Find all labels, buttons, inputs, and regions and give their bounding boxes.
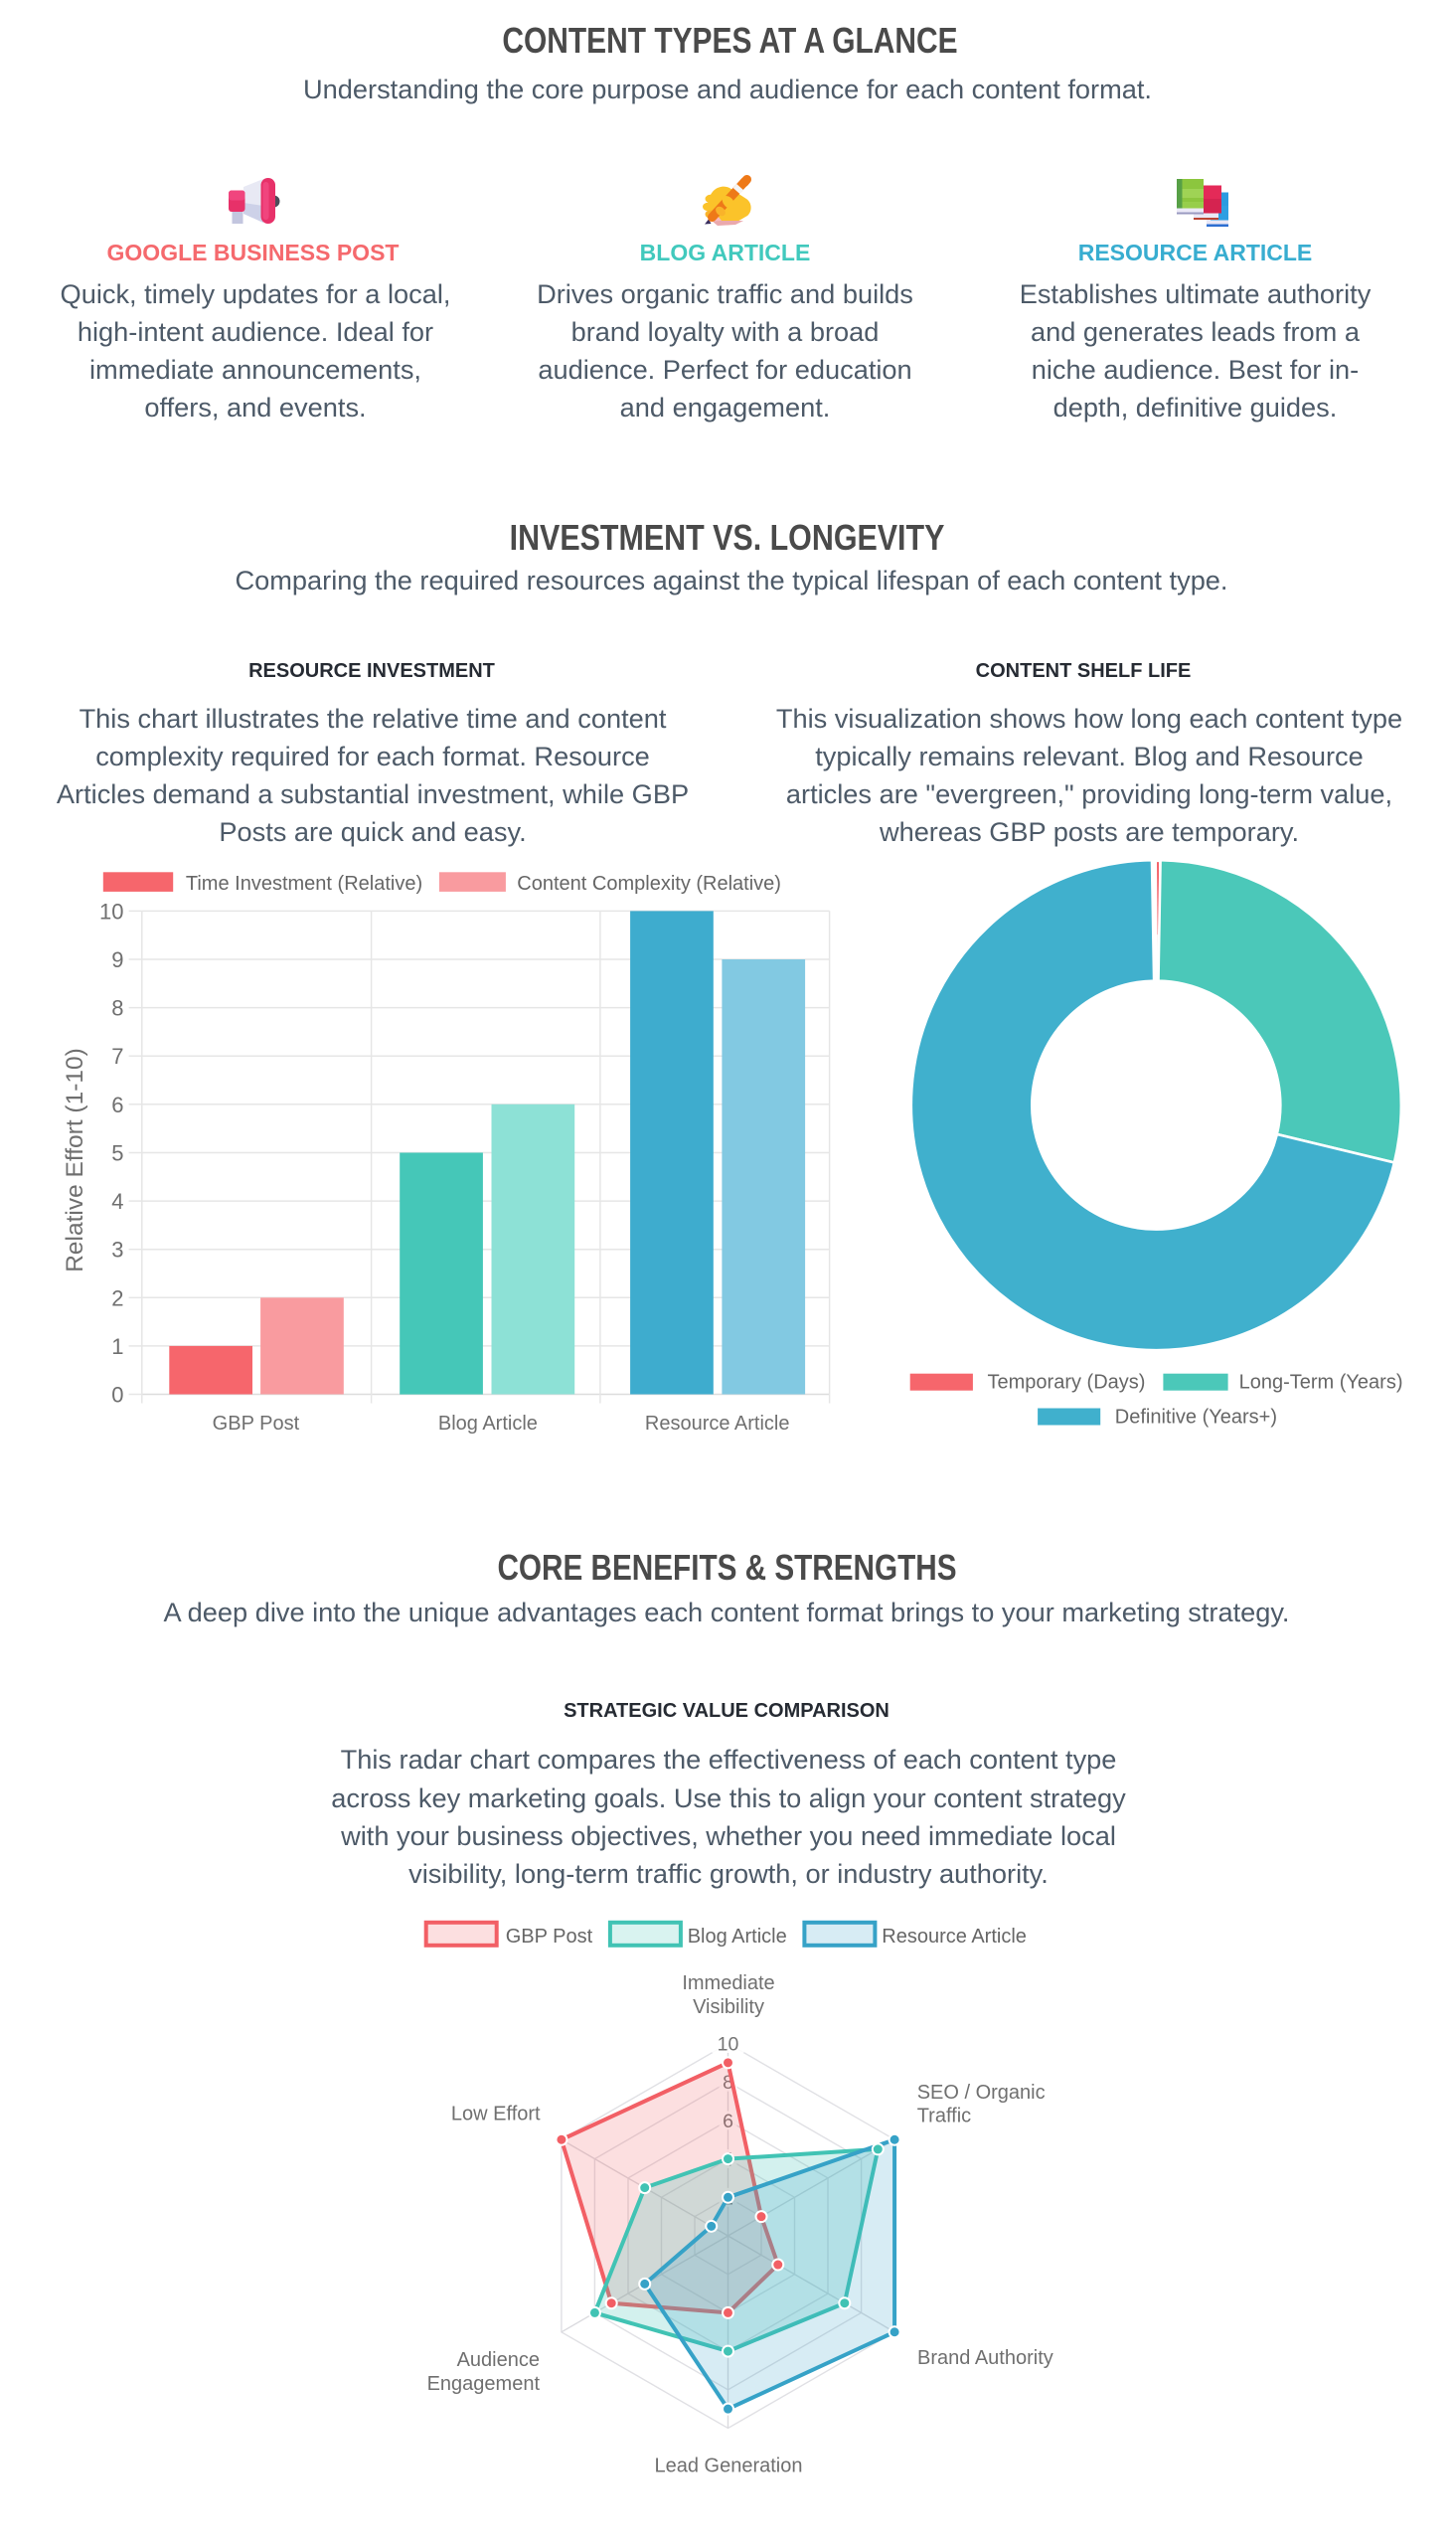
svg-text:6: 6 bbox=[723, 2111, 733, 2132]
svg-text:Low Effort: Low Effort bbox=[451, 2103, 541, 2124]
svg-text:Temporary (Days): Temporary (Days) bbox=[988, 1372, 1146, 1394]
svg-text:9: 9 bbox=[111, 947, 123, 972]
svg-text:GBP Post: GBP Post bbox=[506, 1926, 593, 1948]
svg-text:8: 8 bbox=[723, 2072, 733, 2094]
svg-text:Blog Article: Blog Article bbox=[688, 1926, 787, 1948]
svg-text:Visibility: Visibility bbox=[693, 1996, 764, 2018]
svg-text:Blog Article: Blog Article bbox=[438, 1413, 538, 1435]
svg-text:GBP Post: GBP Post bbox=[213, 1413, 300, 1435]
svg-text:Long-Term (Years): Long-Term (Years) bbox=[1239, 1372, 1403, 1394]
svg-text:3: 3 bbox=[111, 1238, 123, 1263]
svg-text:6: 6 bbox=[111, 1093, 123, 1117]
svg-text:Lead Generation: Lead Generation bbox=[654, 2456, 802, 2477]
svg-text:5: 5 bbox=[111, 1141, 123, 1166]
svg-text:Audience: Audience bbox=[457, 2349, 540, 2371]
svg-text:Time Investment (Relative): Time Investment (Relative) bbox=[186, 873, 422, 895]
svg-text:10: 10 bbox=[718, 2034, 739, 2056]
svg-text:Traffic: Traffic bbox=[917, 2105, 971, 2126]
svg-text:Definitive (Years+): Definitive (Years+) bbox=[1115, 1407, 1277, 1429]
svg-text:Content Complexity (Relative): Content Complexity (Relative) bbox=[517, 873, 781, 895]
svg-text:Engagement: Engagement bbox=[427, 2373, 541, 2395]
svg-text:2: 2 bbox=[111, 1285, 123, 1310]
svg-text:Relative Effort (1-10): Relative Effort (1-10) bbox=[62, 1048, 88, 1272]
svg-text:SEO / Organic: SEO / Organic bbox=[917, 2082, 1046, 2104]
svg-text:10: 10 bbox=[99, 899, 123, 924]
svg-text:8: 8 bbox=[111, 996, 123, 1021]
svg-text:1: 1 bbox=[111, 1334, 123, 1359]
svg-text:7: 7 bbox=[111, 1044, 123, 1069]
svg-text:Resource Article: Resource Article bbox=[645, 1413, 790, 1435]
svg-text:Brand Authority: Brand Authority bbox=[917, 2347, 1053, 2369]
svg-text:0: 0 bbox=[111, 1383, 123, 1408]
svg-text:4: 4 bbox=[111, 1189, 123, 1214]
svg-text:Resource Article: Resource Article bbox=[882, 1926, 1027, 1948]
svg-text:Immediate: Immediate bbox=[682, 1972, 774, 1994]
